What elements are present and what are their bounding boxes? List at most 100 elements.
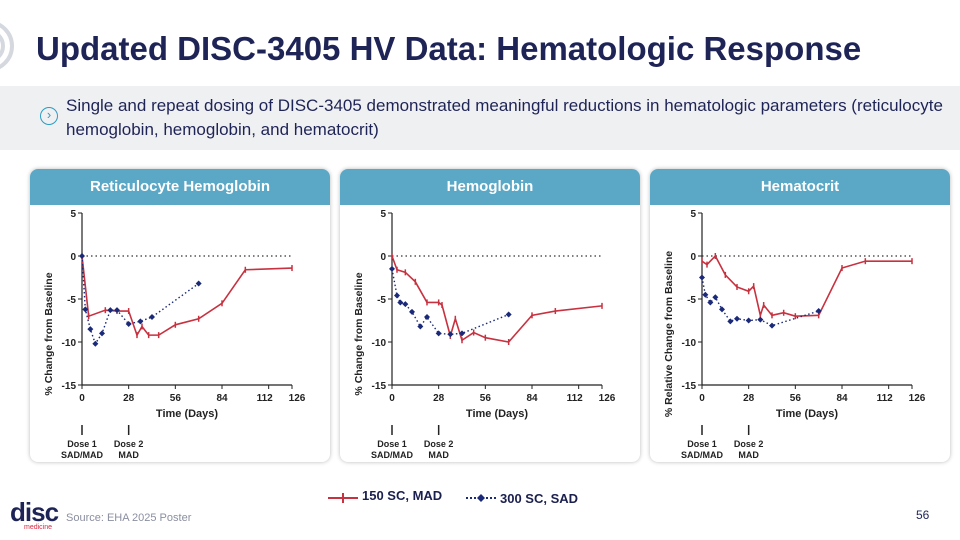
series-line-300-sc-sad <box>701 277 819 327</box>
data-point-300-sc-sad <box>734 315 740 322</box>
summary-text: Single and repeat dosing of DISC-3405 de… <box>66 96 943 139</box>
dose-marker-sublabel: MAD <box>738 450 759 460</box>
x-tick-label: 0 <box>699 393 705 404</box>
dose-marker-sublabel: MAD <box>118 450 139 460</box>
x-axis-title: Time (Days) <box>776 408 838 420</box>
dose-marker-sublabel: SAD/MAD <box>61 450 103 460</box>
y-tick-label: -10 <box>62 338 77 349</box>
dose-marker-label: Dose 1 <box>67 439 97 449</box>
data-point-300-sc-sad <box>727 318 734 325</box>
data-point-300-sc-sad <box>459 330 465 337</box>
data-point-300-sc-sad <box>447 331 454 338</box>
chart-title: Hemoglobin <box>340 169 640 205</box>
x-tick-label: 112 <box>877 393 894 404</box>
y-tick-label: 5 <box>380 209 386 220</box>
chart-title: Reticulocyte Hemoglobin <box>30 169 330 205</box>
data-point-300-sc-sad <box>137 318 144 325</box>
chart-panel-hemoglobin: Hemoglobin 5 0 -5 -10 -15 0 28 56 84 112 126 Time (… <box>340 169 640 462</box>
chart-legend: 150 SC, MAD 300 SC, SAD <box>328 488 648 512</box>
data-point-300-sc-sad <box>149 314 155 321</box>
dose-marker-sublabel: SAD/MAD <box>371 450 413 460</box>
summary-band <box>0 86 960 150</box>
x-tick-label: 126 <box>909 393 926 404</box>
chevron-right-icon: › <box>40 107 58 125</box>
data-point-300-sc-sad <box>87 326 94 333</box>
data-point-300-sc-sad <box>707 299 714 306</box>
dose-marker-sublabel: SAD/MAD <box>681 450 723 460</box>
x-tick-label: 28 <box>743 393 755 404</box>
series-line-150-sc-mad <box>701 254 912 319</box>
data-point-300-sc-sad <box>712 294 719 301</box>
x-tick-label: 126 <box>599 393 616 404</box>
y-tick-label: -5 <box>687 295 696 306</box>
data-point-300-sc-sad <box>82 306 89 313</box>
y-axis-title: % Change from Baseline <box>353 272 365 395</box>
x-tick-label: 126 <box>289 393 306 404</box>
chart-panel-reticulocyte-hemoglobin: Reticulocyte Hemoglobin 5 0 -5 -10 -15 0 28 56 8… <box>30 169 330 462</box>
page-number: 56 <box>916 508 930 522</box>
company-logo: disc medicine <box>10 497 59 532</box>
series-line-150-sc-mad <box>391 255 603 343</box>
y-tick-label: -5 <box>67 295 76 306</box>
dose-marker-label: Dose 2 <box>424 439 454 449</box>
y-tick-label: -10 <box>682 338 697 349</box>
x-tick-label: 0 <box>389 393 395 404</box>
data-point-300-sc-sad <box>389 265 395 272</box>
data-point-300-sc-sad <box>505 311 512 318</box>
x-tick-label: 112 <box>567 393 584 404</box>
y-tick-label: 5 <box>70 209 76 220</box>
data-point-300-sc-sad <box>409 308 415 315</box>
y-tick-label: -15 <box>62 381 77 392</box>
data-point-300-sc-sad <box>702 291 709 298</box>
x-tick-label: 84 <box>526 393 538 404</box>
data-point-300-sc-sad <box>397 299 404 306</box>
data-point-300-sc-sad <box>417 323 424 330</box>
dose-marker-label: Dose 1 <box>687 439 717 449</box>
legend-sad-label: 300 SC, SAD <box>500 491 579 506</box>
data-point-300-sc-sad <box>699 274 705 281</box>
data-point-300-sc-sad <box>107 307 114 314</box>
data-point-300-sc-sad <box>402 301 409 308</box>
legend-mad-swatch-icon <box>328 493 358 503</box>
data-point-300-sc-sad <box>92 340 99 347</box>
x-axis-title: Time (Days) <box>466 408 528 420</box>
y-tick-label: 0 <box>380 252 386 263</box>
data-point-300-sc-sad <box>99 330 105 337</box>
data-point-300-sc-sad <box>757 316 764 323</box>
dose-marker-label: Dose 1 <box>377 439 407 449</box>
x-tick-label: 112 <box>257 393 274 404</box>
chart-title: Hematocrit <box>650 169 950 205</box>
data-point-300-sc-sad <box>195 280 202 287</box>
data-point-300-sc-sad <box>435 330 442 337</box>
decorative-arcs-icon <box>0 22 14 70</box>
dose-marker-label: Dose 2 <box>114 439 144 449</box>
data-point-300-sc-sad <box>79 253 85 259</box>
y-tick-label: 0 <box>690 252 696 263</box>
y-tick-label: -15 <box>682 381 697 392</box>
y-axis-title: % Relative Change from Baseline <box>663 251 675 417</box>
dose-marker-label: Dose 2 <box>734 439 764 449</box>
series-line-300-sc-sad <box>391 268 509 335</box>
y-tick-label: 5 <box>690 209 696 220</box>
logo-wordmark: disc <box>10 497 59 527</box>
series-line-150-sc-mad <box>81 255 293 338</box>
x-axis-title: Time (Days) <box>156 408 218 420</box>
data-point-300-sc-sad <box>719 306 725 313</box>
data-point-300-sc-sad <box>125 320 132 327</box>
x-tick-label: 0 <box>79 393 85 404</box>
data-point-300-sc-sad <box>815 308 822 315</box>
y-tick-label: 0 <box>70 252 76 263</box>
x-tick-label: 84 <box>216 393 228 404</box>
data-point-300-sc-sad <box>769 322 775 329</box>
logo-subtext: medicine <box>24 524 53 531</box>
data-point-300-sc-sad <box>114 307 120 314</box>
data-point-300-sc-sad <box>394 292 400 299</box>
x-tick-label: 28 <box>433 393 445 404</box>
y-tick-label: -10 <box>372 338 387 349</box>
legend-sad-swatch-icon <box>466 494 496 502</box>
x-tick-label: 56 <box>170 393 182 404</box>
x-tick-label: 28 <box>123 393 135 404</box>
x-tick-label: 56 <box>480 393 492 404</box>
